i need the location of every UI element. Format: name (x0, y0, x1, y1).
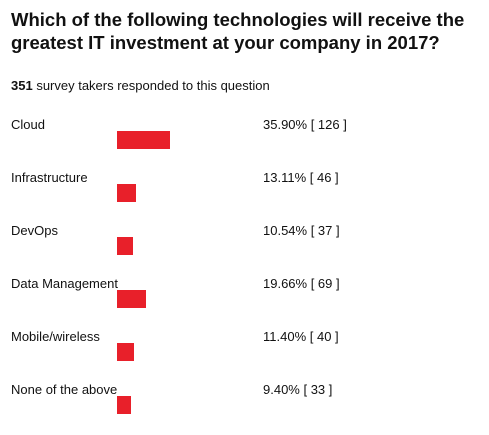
value-label: 10.54% [ 37 ] (263, 223, 340, 238)
result-row: Data Management 19.66% [ 69 ] (0, 276, 489, 329)
result-row: DevOps 10.54% [ 37 ] (0, 223, 489, 276)
category-label: Infrastructure (11, 170, 88, 185)
value-label: 13.11% [ 46 ] (263, 170, 339, 185)
category-label: Mobile/wireless (11, 329, 100, 344)
category-label: Data Management (11, 276, 118, 291)
bar (117, 343, 134, 361)
bar (117, 237, 133, 255)
result-row: Cloud 35.90% [ 126 ] (0, 117, 489, 170)
value-label: 11.40% [ 40 ] (263, 329, 339, 344)
bar (117, 131, 170, 149)
result-row: None of the above 9.40% [ 33 ] (0, 382, 489, 435)
result-row: Infrastructure 13.11% [ 46 ] (0, 170, 489, 223)
response-count: 351 (11, 78, 33, 93)
bar (117, 290, 146, 308)
result-row: Mobile/wireless 11.40% [ 40 ] (0, 329, 489, 382)
category-label: Cloud (11, 117, 45, 132)
category-label: DevOps (11, 223, 58, 238)
response-summary: 351 survey takers responded to this ques… (11, 78, 270, 94)
value-label: 19.66% [ 69 ] (263, 276, 340, 291)
category-label: None of the above (11, 382, 118, 397)
response-summary-text: survey takers responded to this question (32, 78, 270, 93)
value-label: 9.40% [ 33 ] (263, 382, 333, 397)
value-label: 35.90% [ 126 ] (263, 117, 347, 132)
bar (117, 396, 131, 414)
question-title: Which of the following technologies will… (11, 9, 465, 53)
bar (117, 184, 136, 202)
